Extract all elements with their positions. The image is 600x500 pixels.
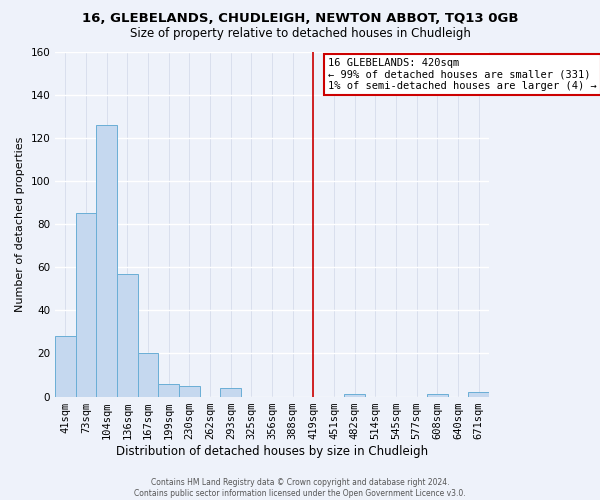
Bar [427,394,448,396]
Bar [220,388,241,396]
Bar [469,392,489,396]
Bar [158,384,179,396]
Bar [179,386,200,396]
Y-axis label: Number of detached properties: Number of detached properties [15,136,25,312]
Bar [138,354,158,397]
X-axis label: Distribution of detached houses by size in Chudleigh: Distribution of detached houses by size … [116,444,428,458]
Text: 16, GLEBELANDS, CHUDLEIGH, NEWTON ABBOT, TQ13 0GB: 16, GLEBELANDS, CHUDLEIGH, NEWTON ABBOT,… [82,12,518,26]
Bar [344,394,365,396]
Text: 16 GLEBELANDS: 420sqm
← 99% of detached houses are smaller (331)
1% of semi-deta: 16 GLEBELANDS: 420sqm ← 99% of detached … [328,58,596,91]
Bar [76,214,97,396]
Bar [97,125,117,396]
Bar [117,274,138,396]
Text: Size of property relative to detached houses in Chudleigh: Size of property relative to detached ho… [130,28,470,40]
Bar [55,336,76,396]
Text: Contains HM Land Registry data © Crown copyright and database right 2024.
Contai: Contains HM Land Registry data © Crown c… [134,478,466,498]
